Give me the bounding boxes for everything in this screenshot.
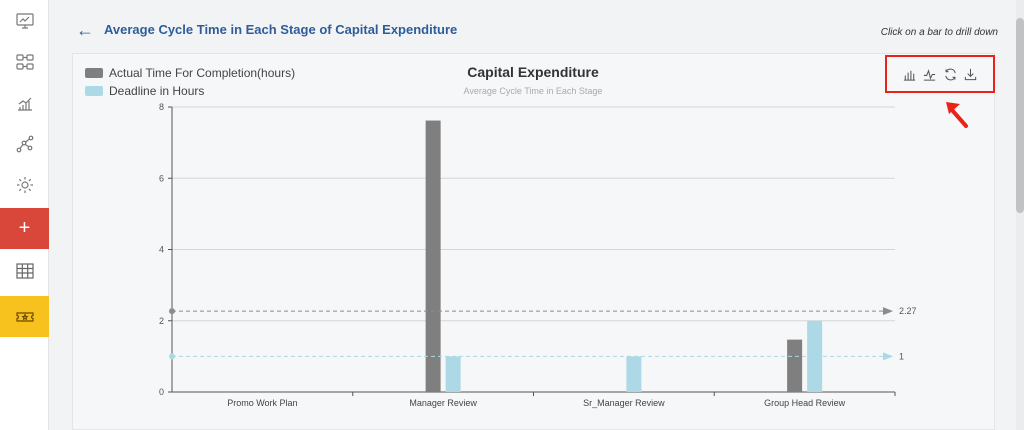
- mark-line-arrow: [883, 307, 893, 316]
- drill-down-hint: Click on a bar to drill down: [880, 27, 998, 38]
- line-chart-icon: [924, 68, 936, 81]
- process-graph-icon: [16, 135, 33, 152]
- x-tick-label: Promo Work Plan: [227, 398, 297, 408]
- sidebar-item-ticket[interactable]: [0, 296, 49, 337]
- line-chart-button[interactable]: [922, 66, 938, 82]
- bar-actual[interactable]: [787, 339, 803, 392]
- page-title: Average Cycle Time in Each Stage of Capi…: [104, 22, 458, 37]
- bar-chart-button[interactable]: [901, 66, 917, 82]
- mark-line-label: 2.27: [899, 306, 917, 316]
- legend-label-actual: Actual Time For Completion(hours): [109, 66, 296, 80]
- scrollbar-thumb[interactable]: [1016, 18, 1024, 213]
- sidebar: +: [0, 0, 49, 430]
- legend-swatch-actual: [85, 68, 103, 78]
- sidebar-item-dashboard[interactable]: [0, 0, 49, 41]
- table-icon: [15, 262, 34, 279]
- bar-deadline[interactable]: [445, 356, 461, 392]
- download-button[interactable]: [963, 66, 979, 82]
- x-tick-label: Group Head Review: [764, 398, 846, 408]
- mark-line-start-dot: [169, 353, 175, 360]
- y-tick-label: 0: [159, 387, 164, 397]
- sidebar-item-workflow[interactable]: [0, 41, 49, 82]
- workflow-icon: [15, 53, 34, 70]
- refresh-icon: [945, 68, 956, 80]
- sidebar-item-add[interactable]: +: [0, 208, 49, 249]
- chart-title: Capital Expenditure: [467, 64, 599, 80]
- legend-label-deadline: Deadline in Hours: [109, 84, 205, 98]
- mark-line-start-dot: [169, 308, 175, 315]
- y-tick-label: 4: [159, 245, 164, 255]
- legend-item-deadline[interactable]: Deadline in Hours: [85, 84, 204, 98]
- back-arrow-icon[interactable]: ←: [76, 20, 94, 40]
- x-tick-label: Manager Review: [409, 398, 477, 408]
- bar-actual[interactable]: [425, 120, 441, 392]
- red-arrow-annotation: [946, 102, 968, 128]
- sidebar-item-analytics[interactable]: [0, 82, 49, 123]
- x-tick-label: Sr_Manager Review: [583, 398, 665, 408]
- y-tick-label: 8: [159, 102, 164, 112]
- bar-deadline[interactable]: [626, 356, 642, 392]
- chart-subtitle: Average Cycle Time in Each Stage: [463, 86, 603, 96]
- y-tick-label: 6: [159, 173, 164, 183]
- plus-icon: +: [18, 217, 31, 239]
- refresh-button[interactable]: [942, 66, 958, 82]
- mark-line-arrow: [883, 352, 893, 361]
- sidebar-item-settings[interactable]: [0, 164, 49, 205]
- bar-deadline[interactable]: [807, 320, 823, 392]
- sidebar-item-table[interactable]: [0, 250, 49, 291]
- chart-toolbox: [885, 55, 995, 93]
- scrollbar[interactable]: [1016, 0, 1024, 430]
- chart-card: [72, 53, 995, 430]
- download-icon: [965, 68, 977, 80]
- sidebar-item-process-graph[interactable]: [0, 123, 49, 164]
- y-tick-label: 2: [159, 316, 164, 326]
- gear-icon: [16, 176, 33, 193]
- legend-swatch-deadline: [85, 86, 103, 96]
- ticket-icon: [15, 311, 34, 322]
- bar-chart-icon: [903, 70, 915, 81]
- dashboard-icon: [15, 12, 34, 29]
- legend-item-actual[interactable]: Actual Time For Completion(hours): [85, 66, 295, 80]
- mark-line-label: 1: [899, 351, 904, 361]
- analytics-icon: [17, 97, 32, 111]
